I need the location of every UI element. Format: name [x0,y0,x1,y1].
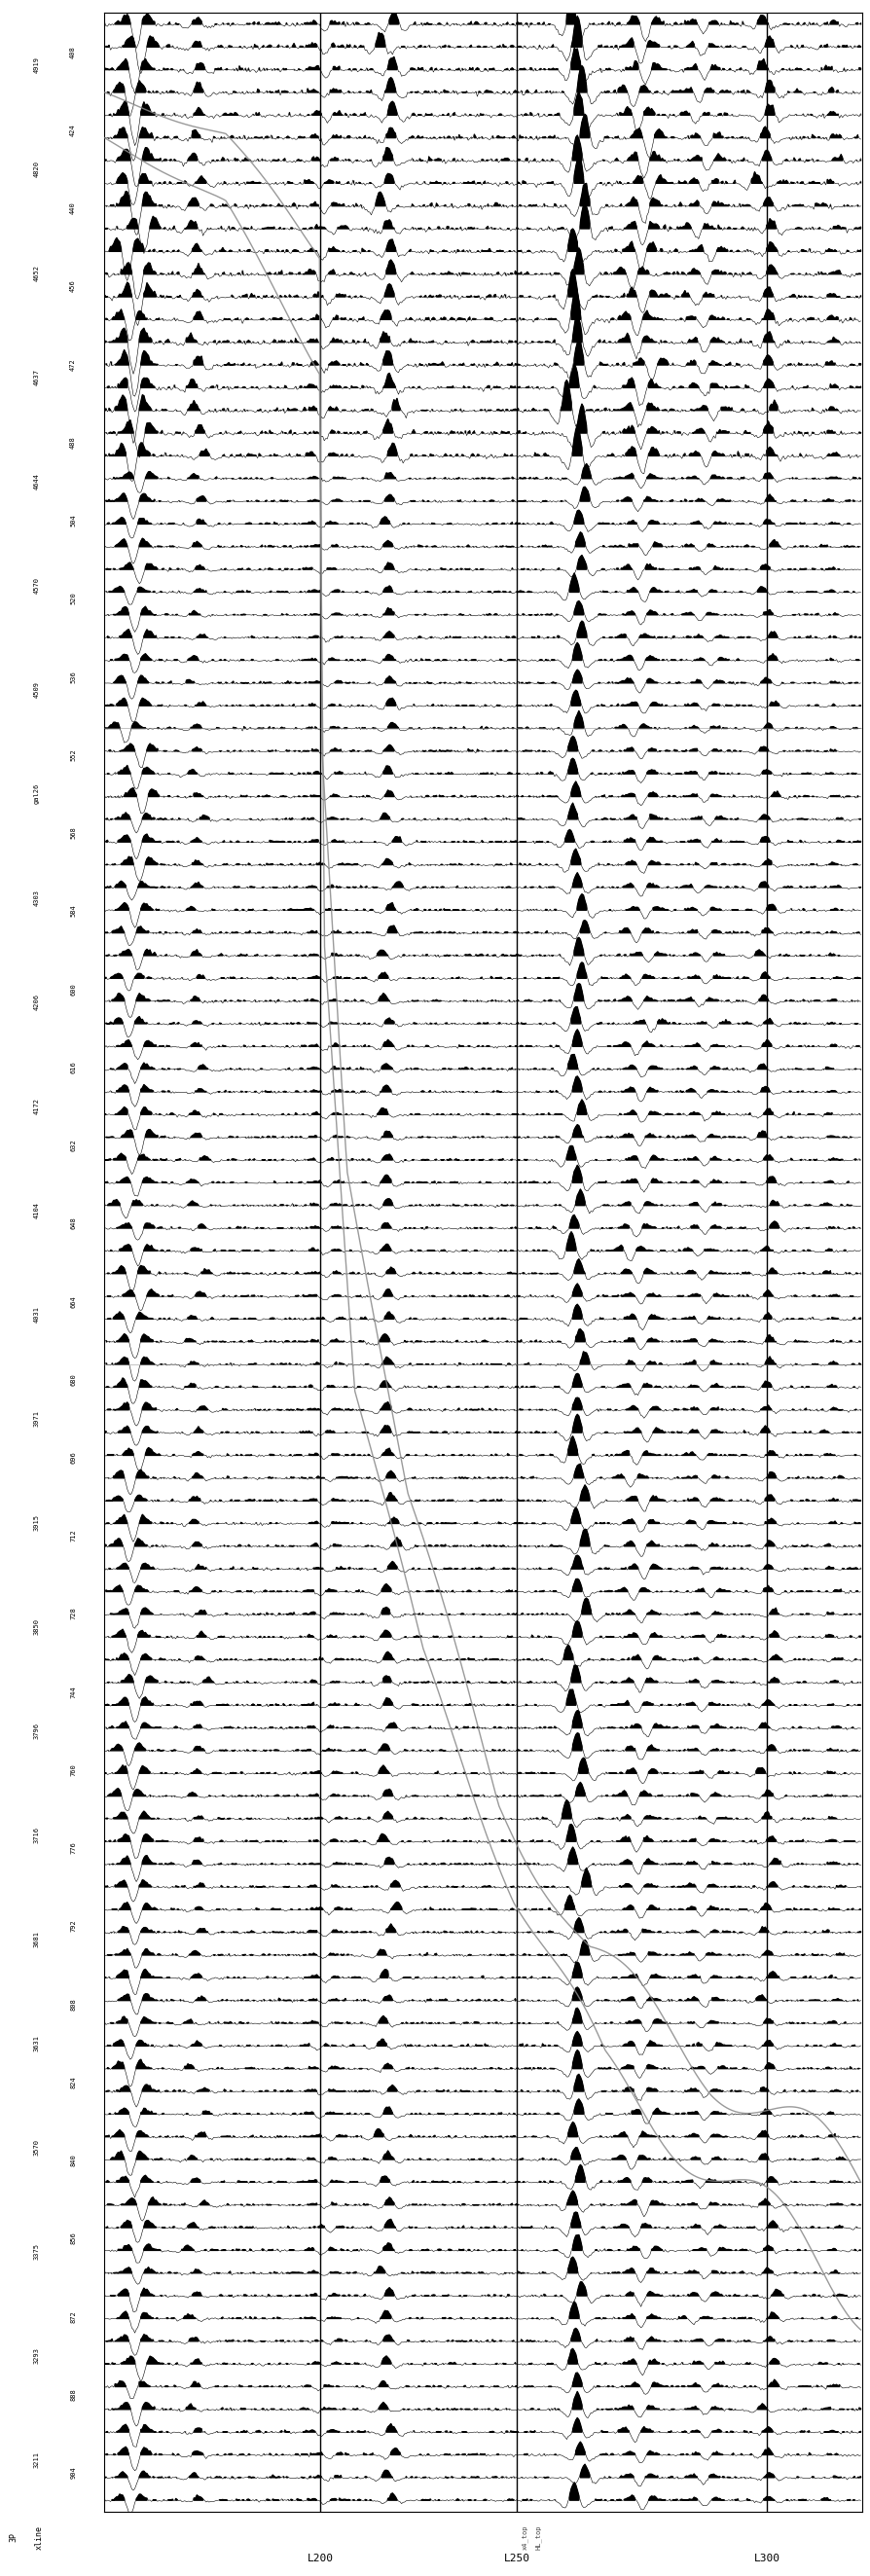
Text: L200: L200 [307,2553,333,2563]
Text: 4637: 4637 [34,368,39,386]
Text: 488: 488 [70,435,76,448]
Text: 408: 408 [70,46,76,59]
Text: 3915: 3915 [34,1515,39,1530]
Text: 4644: 4644 [34,474,39,489]
Text: 696: 696 [70,1450,76,1463]
Text: xline: xline [35,2524,44,2550]
Text: 4172: 4172 [34,1097,39,1115]
Text: 840: 840 [70,2154,76,2166]
Text: x4_top: x4_top [521,2524,528,2550]
Text: 552: 552 [70,750,76,760]
Text: 504: 504 [70,515,76,526]
Text: 3211: 3211 [34,2452,39,2468]
Text: 856: 856 [70,2231,76,2244]
Text: 776: 776 [70,1842,76,1855]
Text: 808: 808 [70,1999,76,2009]
Text: 536: 536 [70,670,76,683]
Text: 3971: 3971 [34,1409,39,1427]
Text: 440: 440 [70,201,76,214]
Text: L250: L250 [504,2553,530,2563]
Text: 3375: 3375 [34,2244,39,2259]
Text: HL_top: HL_top [534,2524,541,2550]
Text: 600: 600 [70,981,76,994]
Text: 744: 744 [70,1685,76,1698]
Text: 4509: 4509 [34,680,39,698]
Text: 712: 712 [70,1530,76,1543]
Text: gal26: gal26 [34,783,39,804]
Text: 3681: 3681 [34,1929,39,1947]
Text: 680: 680 [70,1373,76,1386]
Text: 888: 888 [70,2388,76,2401]
Text: 4919: 4919 [34,57,39,72]
Text: 3796: 3796 [34,1723,39,1739]
Text: 4652: 4652 [34,265,39,281]
Text: L300: L300 [753,2553,780,2563]
Text: 456: 456 [70,281,76,294]
Text: 3570: 3570 [34,2138,39,2156]
Text: 4570: 4570 [34,577,39,595]
Text: 4031: 4031 [34,1306,39,1321]
Text: 824: 824 [70,2076,76,2089]
Text: 4104: 4104 [34,1203,39,1218]
Text: 664: 664 [70,1296,76,1309]
Text: 3716: 3716 [34,1826,39,1844]
Text: 4820: 4820 [34,160,39,178]
Text: 904: 904 [70,2465,76,2478]
Text: 568: 568 [70,827,76,840]
Text: 3631: 3631 [34,2035,39,2050]
Text: 520: 520 [70,592,76,605]
Text: 872: 872 [70,2311,76,2324]
Text: 4206: 4206 [34,994,39,1010]
Text: 4303: 4303 [34,889,39,907]
Text: 3293: 3293 [34,2347,39,2365]
Text: 3850: 3850 [34,1618,39,1636]
Text: 792: 792 [70,1919,76,1932]
Text: 584: 584 [70,904,76,917]
Text: 424: 424 [70,124,76,137]
Text: 616: 616 [70,1061,76,1074]
Text: 632: 632 [70,1139,76,1151]
Text: 728: 728 [70,1607,76,1620]
Text: 648: 648 [70,1216,76,1229]
Text: 760: 760 [70,1765,76,1775]
Text: 472: 472 [70,358,76,371]
Text: 3P: 3P [9,2532,17,2543]
